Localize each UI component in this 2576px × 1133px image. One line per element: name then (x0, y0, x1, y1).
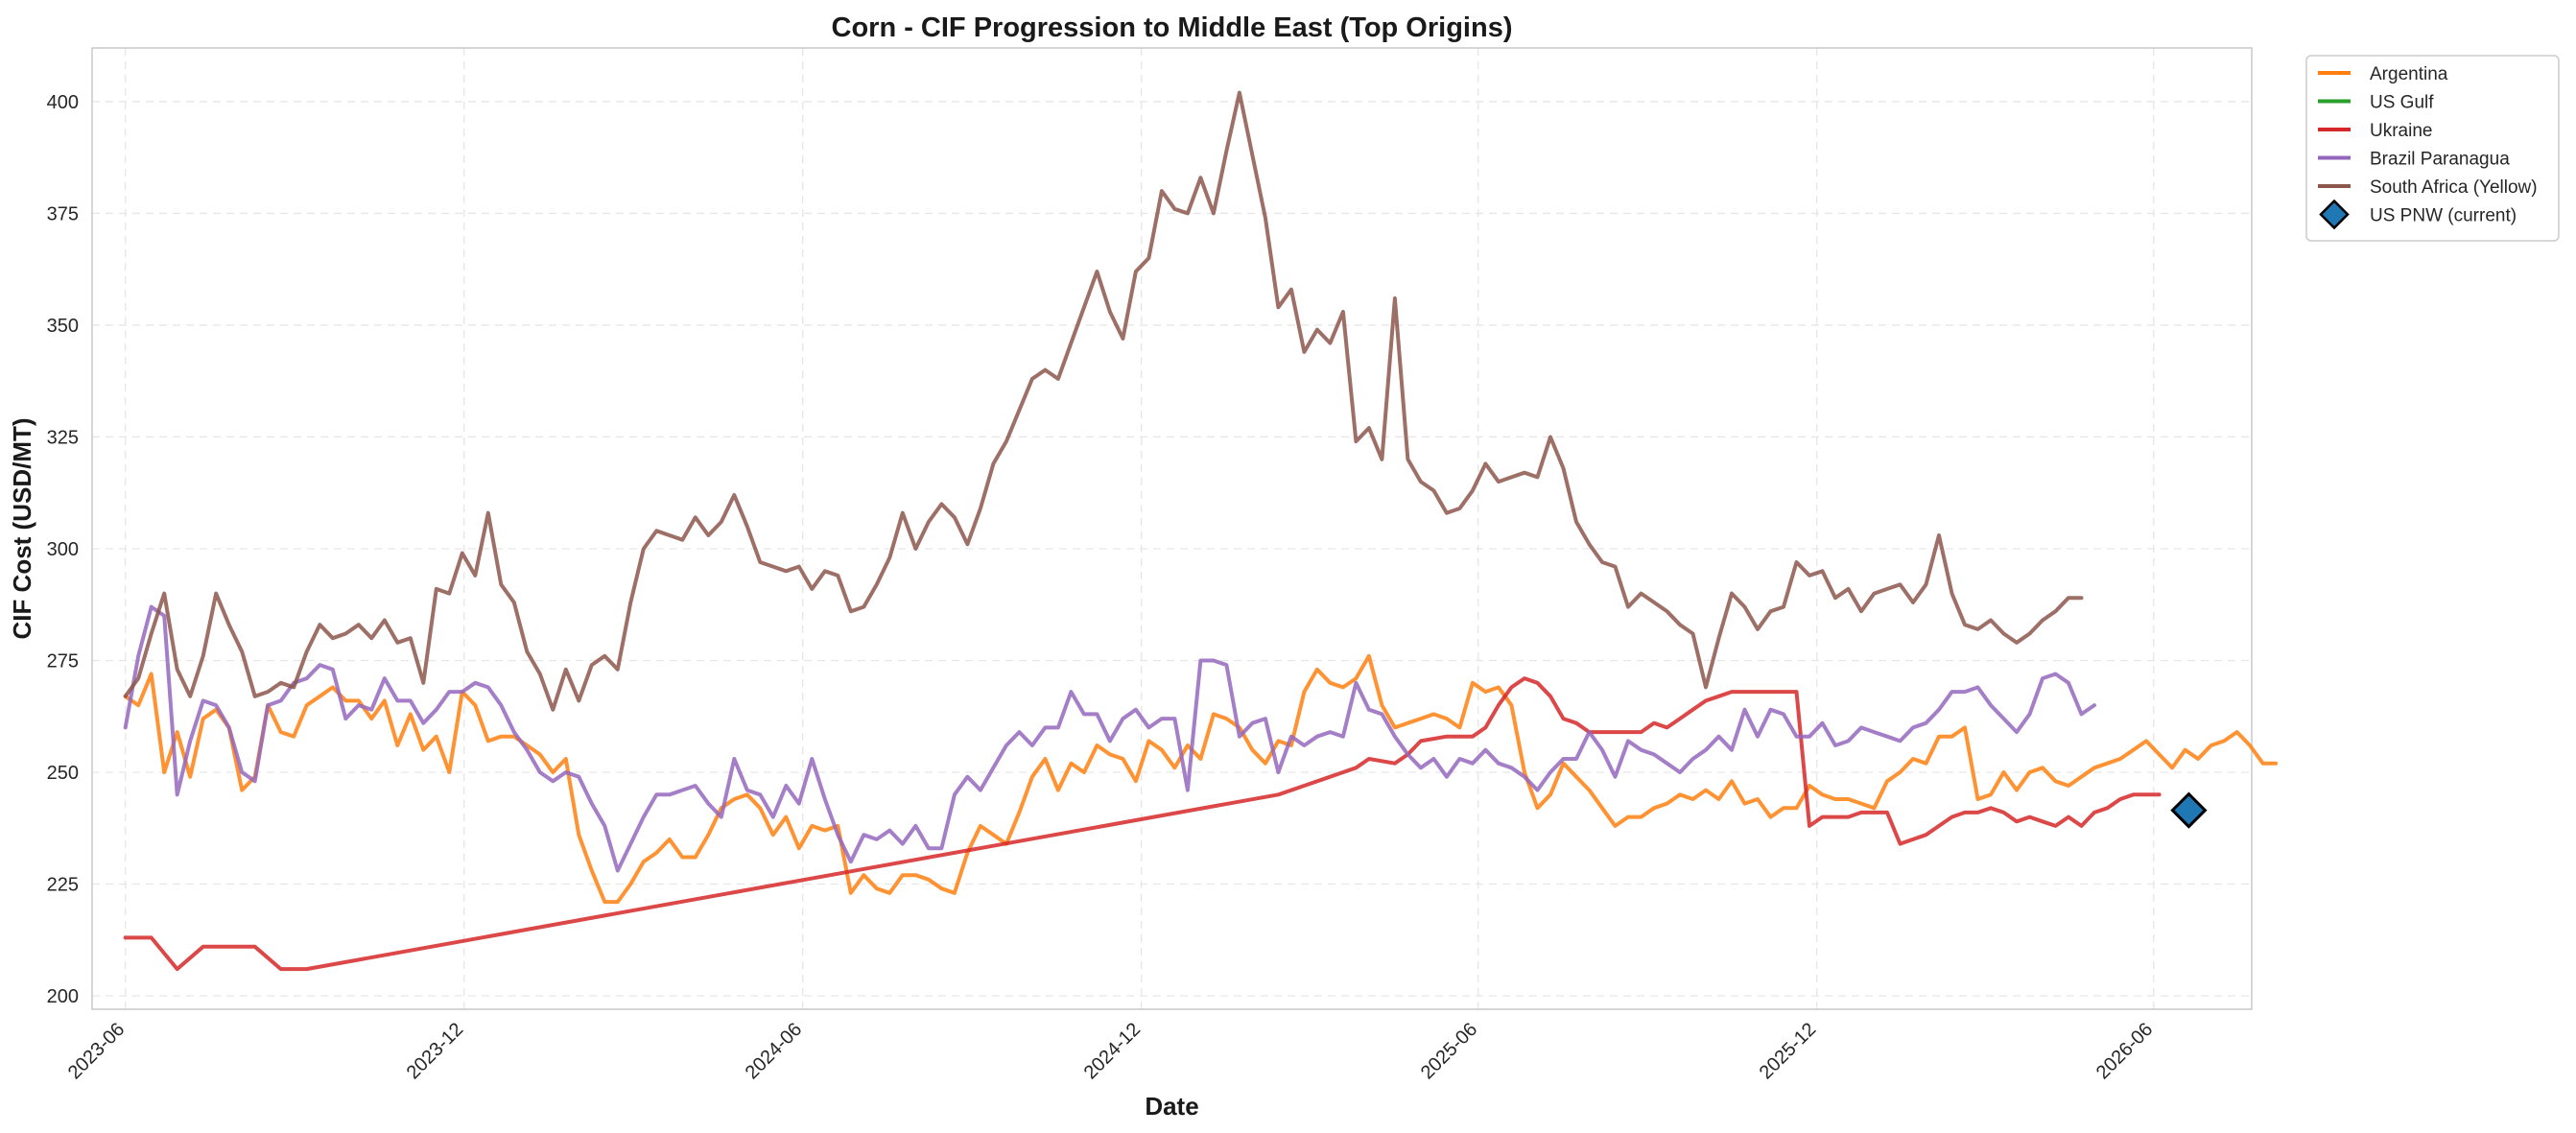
series-line-south-africa-yellow (123, 90, 2084, 712)
y-tick-label: 250 (47, 763, 79, 784)
grid (92, 48, 2252, 1009)
legend-swatch-us-pnw-current (2319, 199, 2350, 230)
legend-label-us-pnw-current: US PNW (current) (2370, 206, 2517, 226)
series-group (123, 90, 2279, 972)
series-line-brazil-paranagua (123, 604, 2096, 873)
y-axis-ticks: 200 225 250 275 300 325 350 375 400 (47, 92, 79, 1007)
y-tick-label: 375 (47, 203, 79, 224)
y-tick-label: 300 (47, 539, 79, 560)
y-tick-label: 325 (47, 427, 79, 448)
us-pnw-current-marker (2170, 791, 2208, 829)
series-line-ukraine (123, 676, 2162, 972)
legend-box (2305, 55, 2560, 242)
series-line-argentina (123, 653, 2279, 905)
y-tick-label: 225 (47, 875, 79, 896)
legend-label-south-africa-yellow: South Africa (Yellow) (2370, 177, 2538, 198)
y-tick-label: 350 (47, 316, 79, 337)
y-tick-label: 275 (47, 650, 79, 672)
legend-label-argentina: Argentina (2370, 64, 2448, 84)
marker-group (2170, 791, 2208, 829)
y-tick-label: 200 (47, 986, 79, 1007)
plot-frame (91, 47, 2253, 1010)
chart-title: Corn - CIF Progression to Middle East (T… (832, 12, 1513, 43)
legend: Argentina US Gulf Ukraine Brazil Paranagua S… (2305, 55, 2560, 242)
y-axis-label: CIF Cost (USD/MT) (8, 417, 36, 639)
legend-label-us-gulf: US Gulf (2370, 93, 2434, 113)
legend-label-brazil-paranagua: Brazil Paranagua (2370, 150, 2510, 170)
legend-label-ukraine: Ukraine (2370, 121, 2432, 141)
y-tick-label: 400 (47, 92, 79, 113)
x-axis-label: Date (1145, 1092, 1198, 1121)
